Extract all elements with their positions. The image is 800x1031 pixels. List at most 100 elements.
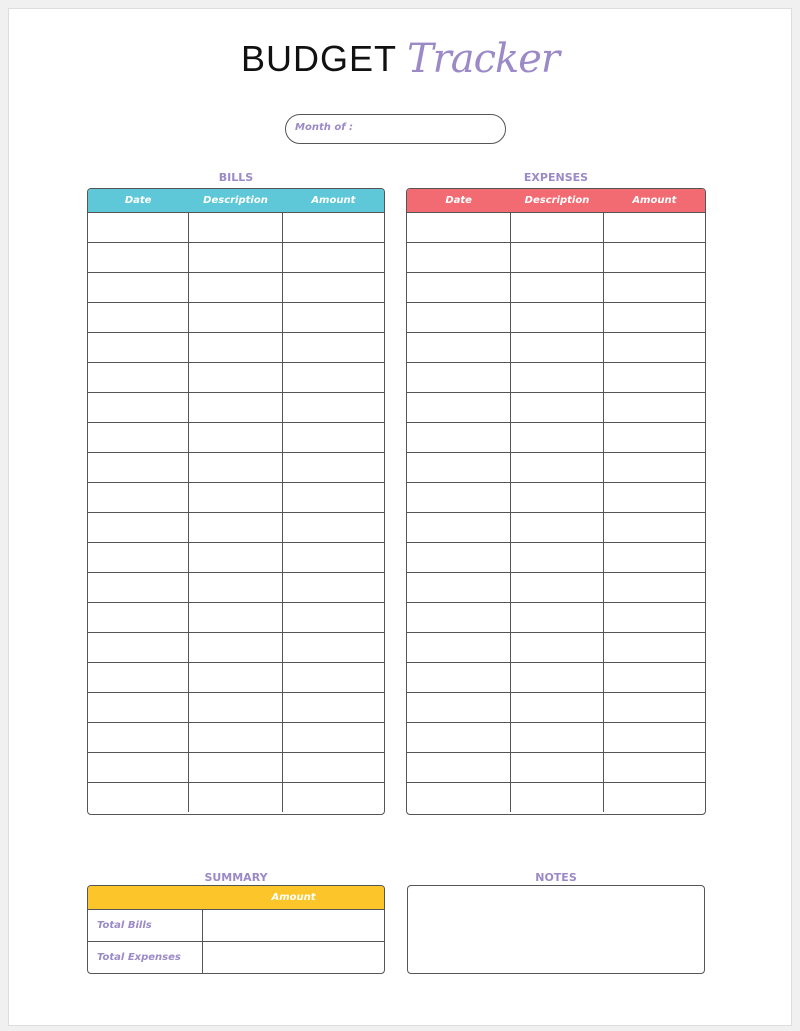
date-cell[interactable] [407, 543, 510, 572]
amount-cell[interactable] [603, 243, 705, 272]
description-cell[interactable] [509, 573, 604, 602]
amount-cell[interactable] [603, 363, 705, 392]
amount-cell[interactable] [282, 453, 384, 482]
description-cell[interactable] [187, 663, 283, 692]
description-cell[interactable] [187, 483, 283, 512]
amount-cell[interactable] [603, 303, 705, 332]
amount-cell[interactable] [603, 453, 705, 482]
amount-cell[interactable] [603, 633, 705, 662]
amount-cell[interactable] [282, 483, 384, 512]
amount-cell[interactable] [282, 723, 384, 752]
description-cell[interactable] [187, 453, 283, 482]
amount-cell[interactable] [603, 393, 705, 422]
date-cell[interactable] [88, 333, 188, 362]
date-cell[interactable] [407, 453, 510, 482]
date-cell[interactable] [407, 303, 510, 332]
amount-cell[interactable] [282, 753, 384, 782]
amount-cell[interactable] [603, 783, 705, 812]
amount-cell[interactable] [282, 513, 384, 542]
amount-cell[interactable] [282, 333, 384, 362]
total-expenses-cell[interactable] [203, 942, 384, 973]
date-cell[interactable] [88, 663, 188, 692]
description-cell[interactable] [187, 273, 283, 302]
date-cell[interactable] [407, 423, 510, 452]
description-cell[interactable] [509, 513, 604, 542]
description-cell[interactable] [187, 633, 283, 662]
amount-cell[interactable] [603, 273, 705, 302]
amount-cell[interactable] [282, 633, 384, 662]
description-cell[interactable] [509, 213, 604, 242]
description-cell[interactable] [509, 273, 604, 302]
description-cell[interactable] [509, 693, 604, 722]
description-cell[interactable] [509, 483, 604, 512]
date-cell[interactable] [407, 753, 510, 782]
description-cell[interactable] [509, 303, 604, 332]
date-cell[interactable] [88, 513, 188, 542]
amount-cell[interactable] [603, 753, 705, 782]
amount-cell[interactable] [282, 783, 384, 812]
date-cell[interactable] [88, 783, 188, 812]
description-cell[interactable] [187, 603, 283, 632]
description-cell[interactable] [187, 393, 283, 422]
date-cell[interactable] [407, 333, 510, 362]
amount-cell[interactable] [282, 243, 384, 272]
date-cell[interactable] [88, 393, 188, 422]
date-cell[interactable] [407, 363, 510, 392]
date-cell[interactable] [407, 603, 510, 632]
date-cell[interactable] [407, 633, 510, 662]
date-cell[interactable] [407, 243, 510, 272]
date-cell[interactable] [407, 663, 510, 692]
amount-cell[interactable] [603, 423, 705, 452]
description-cell[interactable] [187, 723, 283, 752]
description-cell[interactable] [187, 303, 283, 332]
date-cell[interactable] [88, 243, 188, 272]
month-field[interactable]: Month of : [285, 114, 506, 144]
amount-cell[interactable] [603, 723, 705, 752]
amount-cell[interactable] [282, 303, 384, 332]
description-cell[interactable] [509, 543, 604, 572]
date-cell[interactable] [407, 783, 510, 812]
amount-cell[interactable] [603, 603, 705, 632]
notes-box[interactable] [407, 885, 705, 974]
amount-cell[interactable] [603, 663, 705, 692]
date-cell[interactable] [88, 303, 188, 332]
amount-cell[interactable] [603, 333, 705, 362]
description-cell[interactable] [509, 363, 604, 392]
amount-cell[interactable] [603, 573, 705, 602]
amount-cell[interactable] [603, 483, 705, 512]
date-cell[interactable] [88, 633, 188, 662]
description-cell[interactable] [509, 243, 604, 272]
description-cell[interactable] [509, 603, 604, 632]
description-cell[interactable] [187, 783, 283, 812]
amount-cell[interactable] [282, 693, 384, 722]
date-cell[interactable] [88, 603, 188, 632]
amount-cell[interactable] [282, 423, 384, 452]
description-cell[interactable] [187, 513, 283, 542]
amount-cell[interactable] [282, 603, 384, 632]
amount-cell[interactable] [282, 543, 384, 572]
date-cell[interactable] [88, 573, 188, 602]
description-cell[interactable] [187, 753, 283, 782]
description-cell[interactable] [187, 243, 283, 272]
description-cell[interactable] [509, 753, 604, 782]
date-cell[interactable] [88, 693, 188, 722]
date-cell[interactable] [88, 453, 188, 482]
date-cell[interactable] [88, 363, 188, 392]
amount-cell[interactable] [282, 213, 384, 242]
description-cell[interactable] [187, 543, 283, 572]
date-cell[interactable] [407, 693, 510, 722]
description-cell[interactable] [509, 453, 604, 482]
amount-cell[interactable] [282, 273, 384, 302]
description-cell[interactable] [187, 213, 283, 242]
description-cell[interactable] [187, 693, 283, 722]
date-cell[interactable] [88, 483, 188, 512]
amount-cell[interactable] [603, 513, 705, 542]
date-cell[interactable] [88, 273, 188, 302]
amount-cell[interactable] [603, 543, 705, 572]
amount-cell[interactable] [282, 663, 384, 692]
date-cell[interactable] [88, 723, 188, 752]
description-cell[interactable] [509, 333, 604, 362]
amount-cell[interactable] [282, 363, 384, 392]
description-cell[interactable] [187, 333, 283, 362]
description-cell[interactable] [509, 783, 604, 812]
